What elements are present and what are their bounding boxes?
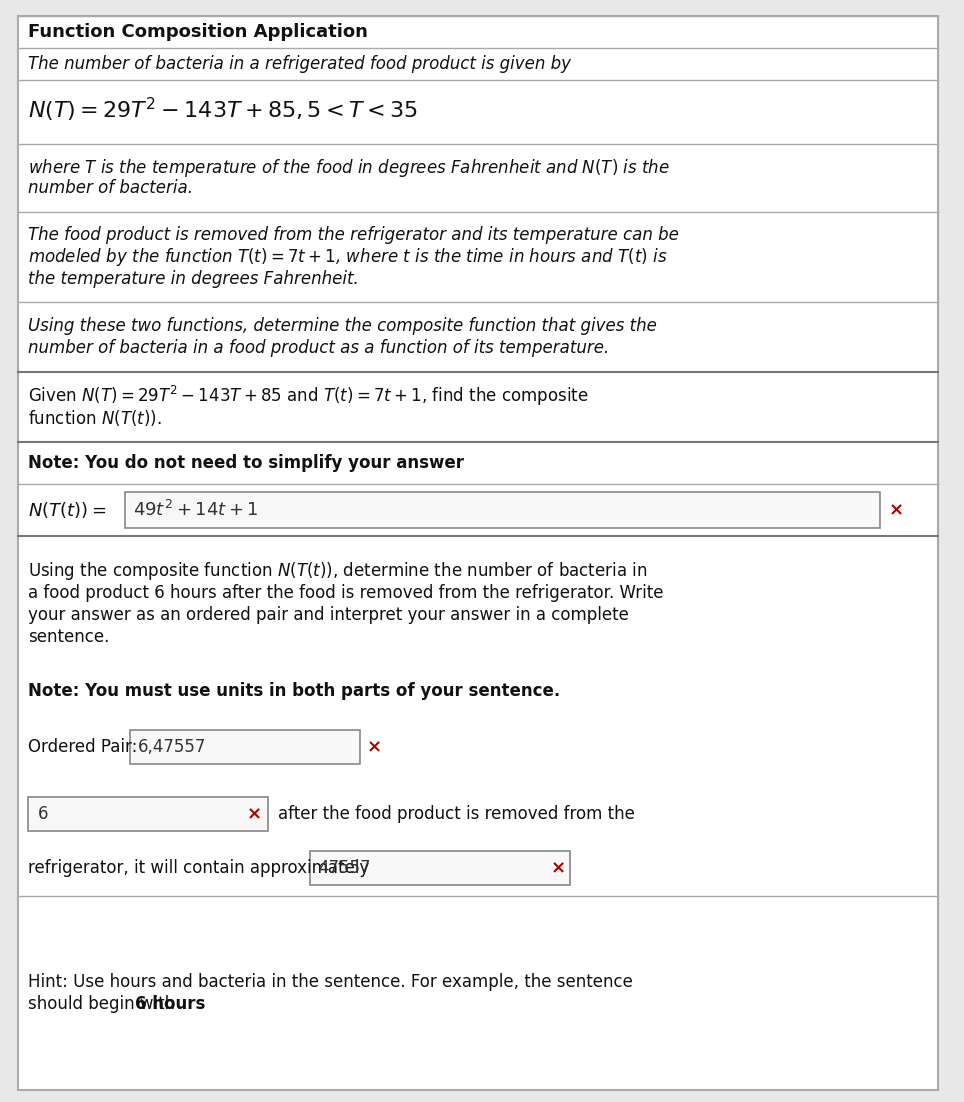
Text: a food product 6 hours after the food is removed from the refrigerator. Write: a food product 6 hours after the food is… xyxy=(28,584,663,602)
Text: Function Composition Application: Function Composition Application xyxy=(28,23,368,41)
FancyBboxPatch shape xyxy=(130,730,360,764)
Text: Using these two functions, determine the composite function that gives the: Using these two functions, determine the… xyxy=(28,317,656,335)
Text: 6 hours: 6 hours xyxy=(135,995,205,1013)
Text: Note: You must use units in both parts of your sentence.: Note: You must use units in both parts o… xyxy=(28,682,560,700)
Text: $N(T(t)) = $: $N(T(t)) = $ xyxy=(28,500,106,520)
Text: should begin with: should begin with xyxy=(28,995,180,1013)
Text: refrigerator, it will contain approximately: refrigerator, it will contain approximat… xyxy=(28,858,369,877)
Text: ×: × xyxy=(366,738,382,756)
Text: Note: You do not need to simplify your answer: Note: You do not need to simplify your a… xyxy=(28,454,464,472)
Text: $N(T) = 29T^2 - 143T + 85, 5 < T < 35$: $N(T) = 29T^2 - 143T + 85, 5 < T < 35$ xyxy=(28,96,417,125)
Text: The number of bacteria in a refrigerated food product is given by: The number of bacteria in a refrigerated… xyxy=(28,55,571,73)
FancyBboxPatch shape xyxy=(18,17,938,1090)
Text: function $N(T(t))$.: function $N(T(t))$. xyxy=(28,408,162,428)
Text: ×: × xyxy=(247,804,261,823)
Text: number of bacteria in a food product as a function of its temperature.: number of bacteria in a food product as … xyxy=(28,339,609,357)
FancyBboxPatch shape xyxy=(310,851,570,885)
Text: Using the composite function $N(T(t))$, determine the number of bacteria in: Using the composite function $N(T(t))$, … xyxy=(28,560,647,582)
Text: 6,47557: 6,47557 xyxy=(138,738,206,756)
Text: ×: × xyxy=(550,858,566,877)
Text: where $T$ is the temperature of the food in degrees Fahrenheit and $N(T)$ is the: where $T$ is the temperature of the food… xyxy=(28,156,670,179)
Text: $49t^2 + 14t + 1$: $49t^2 + 14t + 1$ xyxy=(133,500,258,520)
Text: ×: × xyxy=(889,501,903,519)
Text: The food product is removed from the refrigerator and its temperature can be: The food product is removed from the ref… xyxy=(28,226,679,244)
Text: the temperature in degrees Fahrenheit.: the temperature in degrees Fahrenheit. xyxy=(28,270,359,288)
Text: sentence.: sentence. xyxy=(28,628,109,646)
Text: your answer as an ordered pair and interpret your answer in a complete: your answer as an ordered pair and inter… xyxy=(28,606,629,624)
Text: Hint: Use hours and bacteria in the sentence. For example, the sentence: Hint: Use hours and bacteria in the sent… xyxy=(28,973,633,991)
Text: 6: 6 xyxy=(38,804,48,823)
Text: number of bacteria.: number of bacteria. xyxy=(28,179,193,197)
Text: Given $N(T) = 29T^2 - 143T + 85$ and $T(t) = 7t + 1$, find the composite: Given $N(T) = 29T^2 - 143T + 85$ and $T(… xyxy=(28,383,589,408)
Text: modeled by the function $T(t) = 7t + 1$, where $t$ is the time in hours and $T(t: modeled by the function $T(t) = 7t + 1$,… xyxy=(28,246,667,268)
Text: 47557: 47557 xyxy=(318,858,370,877)
FancyBboxPatch shape xyxy=(125,491,880,528)
FancyBboxPatch shape xyxy=(28,797,268,831)
Text: Ordered Pair:: Ordered Pair: xyxy=(28,738,138,756)
Text: after the food product is removed from the: after the food product is removed from t… xyxy=(278,804,635,823)
